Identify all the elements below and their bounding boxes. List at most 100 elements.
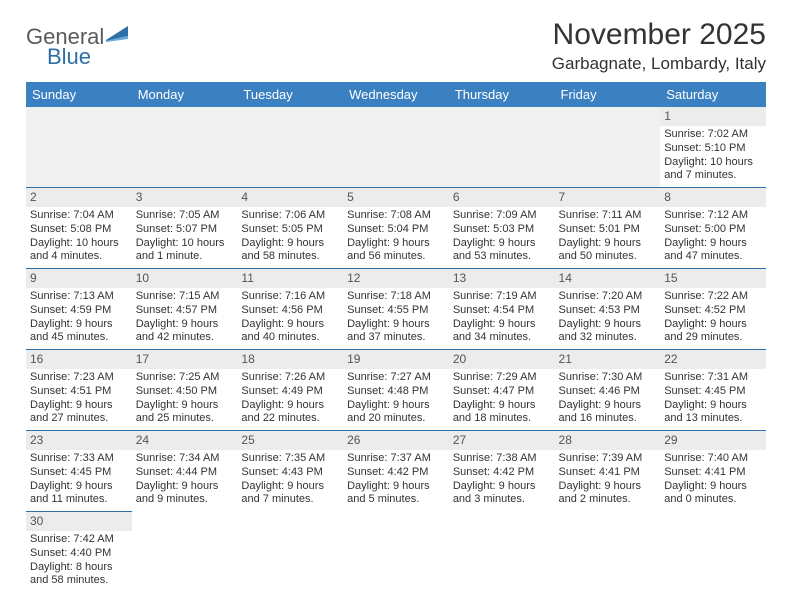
day-number: 25 (237, 431, 343, 450)
title-block: November 2025 Garbagnate, Lombardy, Ital… (552, 18, 766, 74)
day-number: 14 (555, 269, 661, 288)
cell-text: Daylight: 9 hours (559, 480, 657, 494)
calendar-cell: 14Sunrise: 7:20 AMSunset: 4:53 PMDayligh… (555, 269, 661, 350)
calendar-cell (449, 107, 555, 188)
calendar-cell: 3Sunrise: 7:05 AMSunset: 5:07 PMDaylight… (132, 188, 238, 269)
cell-text: Sunrise: 7:33 AM (30, 452, 128, 466)
calendar-cell (237, 512, 343, 593)
cell-text: Sunset: 5:03 PM (453, 223, 551, 237)
calendar-row: 9Sunrise: 7:13 AMSunset: 4:59 PMDaylight… (26, 269, 766, 350)
cell-text: Sunrise: 7:18 AM (347, 290, 445, 304)
cell-text: Sunset: 4:46 PM (559, 385, 657, 399)
cell-text: and 3 minutes. (453, 493, 551, 507)
cell-text: Sunrise: 7:15 AM (136, 290, 234, 304)
cell-text: Sunrise: 7:04 AM (30, 209, 128, 223)
cell-text: Daylight: 9 hours (664, 399, 762, 413)
day-number: 19 (343, 350, 449, 369)
day-number: 10 (132, 269, 238, 288)
calendar-cell (660, 512, 766, 593)
calendar-cell: 19Sunrise: 7:27 AMSunset: 4:48 PMDayligh… (343, 350, 449, 431)
cell-text: and 47 minutes. (664, 250, 762, 264)
calendar-cell: 7Sunrise: 7:11 AMSunset: 5:01 PMDaylight… (555, 188, 661, 269)
cell-text: Sunrise: 7:30 AM (559, 371, 657, 385)
cell-text: Sunrise: 7:40 AM (664, 452, 762, 466)
cell-text: Daylight: 9 hours (241, 480, 339, 494)
cell-text: Sunset: 4:43 PM (241, 466, 339, 480)
day-number: 24 (132, 431, 238, 450)
cell-text: and 18 minutes. (453, 412, 551, 426)
cell-text: Daylight: 9 hours (559, 237, 657, 251)
weekday-header: Tuesday (237, 82, 343, 107)
cell-text: Sunset: 5:10 PM (664, 142, 762, 156)
location: Garbagnate, Lombardy, Italy (552, 54, 766, 74)
calendar-body: 1Sunrise: 7:02 AMSunset: 5:10 PMDaylight… (26, 107, 766, 592)
cell-text: Sunset: 5:07 PM (136, 223, 234, 237)
calendar-cell (343, 512, 449, 593)
cell-text: Sunrise: 7:31 AM (664, 371, 762, 385)
weekday-header: Friday (555, 82, 661, 107)
calendar-cell (237, 107, 343, 188)
cell-text: Sunrise: 7:08 AM (347, 209, 445, 223)
calendar-cell: 15Sunrise: 7:22 AMSunset: 4:52 PMDayligh… (660, 269, 766, 350)
cell-text: and 1 minute. (136, 250, 234, 264)
cell-text: and 53 minutes. (453, 250, 551, 264)
cell-text: and 9 minutes. (136, 493, 234, 507)
cell-text: Daylight: 9 hours (241, 399, 339, 413)
calendar-cell: 24Sunrise: 7:34 AMSunset: 4:44 PMDayligh… (132, 431, 238, 512)
calendar-cell (132, 512, 238, 593)
calendar-cell: 17Sunrise: 7:25 AMSunset: 4:50 PMDayligh… (132, 350, 238, 431)
calendar-cell: 22Sunrise: 7:31 AMSunset: 4:45 PMDayligh… (660, 350, 766, 431)
cell-text: Sunset: 4:41 PM (559, 466, 657, 480)
cell-text: Daylight: 9 hours (136, 399, 234, 413)
day-number: 26 (343, 431, 449, 450)
day-number: 22 (660, 350, 766, 369)
calendar-cell (132, 107, 238, 188)
cell-text: Daylight: 9 hours (347, 480, 445, 494)
day-number: 12 (343, 269, 449, 288)
cell-text: Daylight: 9 hours (347, 399, 445, 413)
weekday-row: SundayMondayTuesdayWednesdayThursdayFrid… (26, 82, 766, 107)
cell-text: Daylight: 8 hours (30, 561, 128, 575)
calendar-cell: 20Sunrise: 7:29 AMSunset: 4:47 PMDayligh… (449, 350, 555, 431)
weekday-header: Sunday (26, 82, 132, 107)
cell-text: Sunrise: 7:06 AM (241, 209, 339, 223)
calendar-cell: 10 Sunrise: 7:15 AMSunset: 4:57 PMDayligh… (132, 269, 238, 350)
cell-text: and 11 minutes. (30, 493, 128, 507)
weekday-header: Monday (132, 82, 238, 107)
cell-text: Daylight: 9 hours (559, 318, 657, 332)
calendar-cell: 18Sunrise: 7:26 AMSunset: 4:49 PMDayligh… (237, 350, 343, 431)
day-number: 30 (26, 512, 132, 531)
cell-text: Sunrise: 7:22 AM (664, 290, 762, 304)
day-number: 29 (660, 431, 766, 450)
flag-icon (106, 26, 132, 49)
day-number: 15 (660, 269, 766, 288)
cell-text: Sunrise: 7:29 AM (453, 371, 551, 385)
cell-text: Daylight: 10 hours (136, 237, 234, 251)
calendar-row: 1Sunrise: 7:02 AMSunset: 5:10 PMDaylight… (26, 107, 766, 188)
cell-text: and 5 minutes. (347, 493, 445, 507)
cell-text: and 20 minutes. (347, 412, 445, 426)
cell-text: Sunrise: 7:02 AM (664, 128, 762, 142)
cell-text: Daylight: 9 hours (453, 318, 551, 332)
cell-text: Sunset: 4:49 PM (241, 385, 339, 399)
cell-text: Sunrise: 7:27 AM (347, 371, 445, 385)
day-number: 27 (449, 431, 555, 450)
cell-text: Sunset: 4:57 PM (136, 304, 234, 318)
weekday-header: Thursday (449, 82, 555, 107)
cell-text: Daylight: 9 hours (347, 237, 445, 251)
cell-text: and 0 minutes. (664, 493, 762, 507)
cell-text: and 58 minutes. (30, 574, 128, 588)
calendar-cell: 11Sunrise: 7:16 AMSunset: 4:56 PMDayligh… (237, 269, 343, 350)
cell-text: Sunset: 4:55 PM (347, 304, 445, 318)
cell-text: Sunset: 4:47 PM (453, 385, 551, 399)
cell-text: Sunset: 4:51 PM (30, 385, 128, 399)
day-number: 11 (237, 269, 343, 288)
month-title: November 2025 (552, 18, 766, 52)
calendar-cell (343, 107, 449, 188)
cell-text: Daylight: 9 hours (136, 318, 234, 332)
cell-text: Sunset: 4:56 PM (241, 304, 339, 318)
cell-text: Sunrise: 7:35 AM (241, 452, 339, 466)
cell-text: Sunrise: 7:09 AM (453, 209, 551, 223)
day-number: 23 (26, 431, 132, 450)
cell-text: and 58 minutes. (241, 250, 339, 264)
